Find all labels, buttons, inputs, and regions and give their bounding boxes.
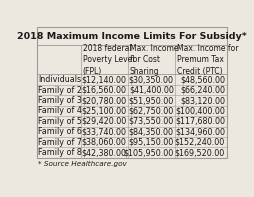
Text: $30,350.00: $30,350.00 [128, 75, 173, 84]
Bar [37, 27, 226, 158]
Text: $33,740.00: $33,740.00 [81, 127, 126, 136]
Text: $62,750.00: $62,750.00 [128, 106, 173, 115]
Text: 2018 Maximum Income Limits For Subsidy*: 2018 Maximum Income Limits For Subsidy* [17, 32, 246, 41]
Text: $16,560.00: $16,560.00 [81, 86, 126, 95]
Text: $29,420.00: $29,420.00 [81, 117, 126, 126]
Text: $12,140.00: $12,140.00 [81, 75, 126, 84]
Text: $83,120.00: $83,120.00 [179, 96, 224, 105]
Text: $73,550.00: $73,550.00 [128, 117, 173, 126]
Text: Individuals: Individuals [38, 75, 81, 84]
Text: 2018 federal
Poverty Level
(FPL): 2018 federal Poverty Level (FPL) [82, 44, 134, 76]
Text: $42,380.00: $42,380.00 [81, 148, 126, 157]
Text: $95,150.00: $95,150.00 [128, 138, 173, 147]
Text: $105,950.00: $105,950.00 [123, 148, 173, 157]
Text: Max. Income for
Premum Tax
Credit (PTC): Max. Income for Premum Tax Credit (PTC) [176, 44, 237, 76]
Text: $100,400.00: $100,400.00 [174, 106, 224, 115]
Text: Family of 5: Family of 5 [38, 117, 82, 126]
Text: Family of 2: Family of 2 [38, 86, 82, 95]
Text: $38,060.00: $38,060.00 [81, 138, 126, 147]
Text: $152,240.00: $152,240.00 [174, 138, 224, 147]
Text: $48,560.00: $48,560.00 [179, 75, 224, 84]
Text: Family of 4: Family of 4 [38, 106, 82, 115]
Text: $41,400.00: $41,400.00 [128, 86, 173, 95]
Text: * Source Healthcare.gov: * Source Healthcare.gov [38, 161, 126, 167]
Text: $134,960.00: $134,960.00 [174, 127, 224, 136]
Text: $169,520.00: $169,520.00 [174, 148, 224, 157]
Text: Family of 8: Family of 8 [38, 148, 82, 157]
Text: $117,680.00: $117,680.00 [174, 117, 224, 126]
Text: $51,950.00: $51,950.00 [128, 96, 173, 105]
Text: $20,780.00: $20,780.00 [81, 96, 126, 105]
Text: Family of 3: Family of 3 [38, 96, 82, 105]
Text: Max. Income
for Cost
Sharing: Max. Income for Cost Sharing [129, 44, 178, 76]
Text: $84,350.00: $84,350.00 [128, 127, 173, 136]
Text: $25,100.00: $25,100.00 [81, 106, 126, 115]
Text: Family of 7: Family of 7 [38, 138, 82, 147]
Text: Family of 6: Family of 6 [38, 127, 82, 136]
Text: $66,240.00: $66,240.00 [179, 86, 224, 95]
